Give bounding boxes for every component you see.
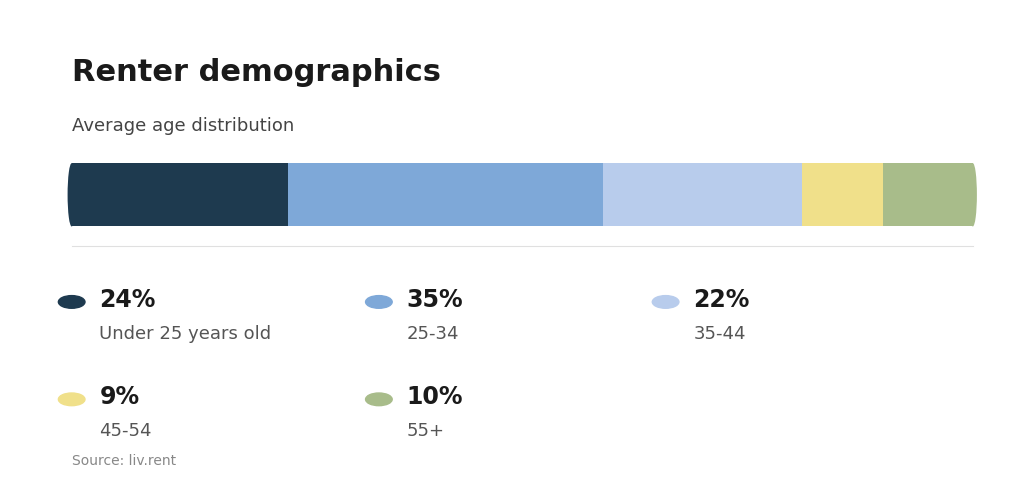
- Ellipse shape: [68, 163, 76, 226]
- Bar: [802, 163, 883, 226]
- Text: Source: liv.rent: Source: liv.rent: [72, 453, 176, 468]
- Text: 10%: 10%: [407, 385, 463, 409]
- Text: 55+: 55+: [407, 422, 444, 440]
- Text: 25-34: 25-34: [407, 325, 459, 342]
- Ellipse shape: [969, 163, 977, 226]
- Bar: [603, 163, 802, 226]
- Circle shape: [652, 296, 679, 308]
- Text: 45-54: 45-54: [99, 422, 152, 440]
- Circle shape: [58, 296, 85, 308]
- Text: Average age distribution: Average age distribution: [72, 117, 294, 135]
- Text: 9%: 9%: [99, 385, 139, 409]
- Bar: [883, 163, 973, 226]
- Text: 35%: 35%: [407, 287, 463, 312]
- Text: Renter demographics: Renter demographics: [72, 58, 440, 88]
- Circle shape: [366, 393, 392, 406]
- Bar: [288, 163, 603, 226]
- Bar: [72, 163, 288, 226]
- Text: 22%: 22%: [693, 287, 750, 312]
- Circle shape: [366, 296, 392, 308]
- Circle shape: [58, 393, 85, 406]
- Text: 35-44: 35-44: [693, 325, 745, 342]
- Text: 24%: 24%: [99, 287, 156, 312]
- Text: Under 25 years old: Under 25 years old: [99, 325, 271, 342]
